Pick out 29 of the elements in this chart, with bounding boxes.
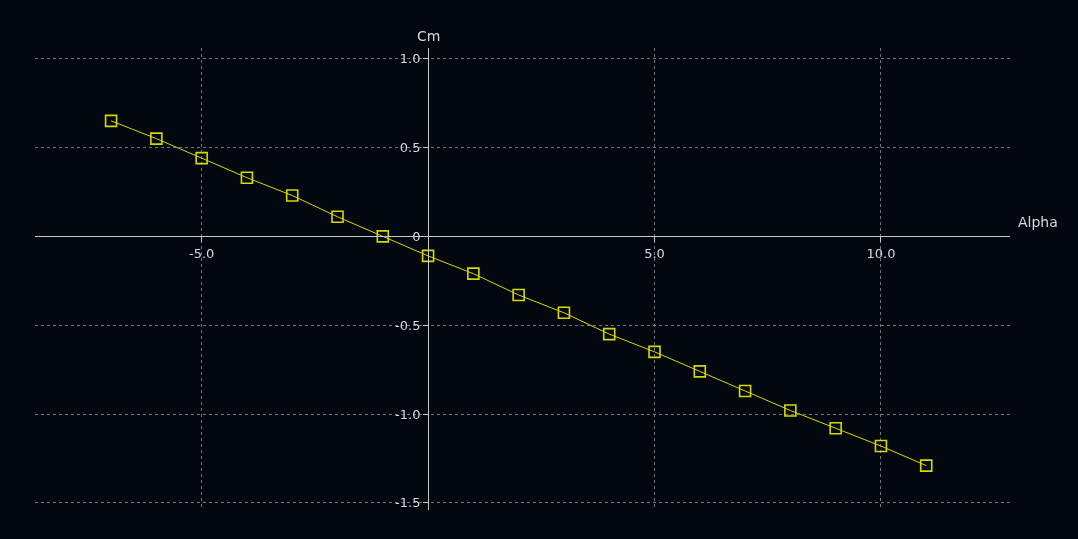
x-axis-title: Alpha — [1018, 214, 1058, 230]
x-tick-label: 5.0 — [644, 245, 665, 261]
y-tick-label: -0.5 — [395, 317, 421, 333]
point — [331, 210, 344, 224]
y-axis-title: Cm — [417, 28, 441, 44]
y-tick-label: -1.0 — [395, 406, 421, 422]
point — [693, 365, 707, 378]
point — [421, 249, 435, 263]
x-tick-label: -5.0 — [188, 245, 215, 261]
point — [557, 306, 571, 320]
y-tick-label: -1.5 — [395, 495, 421, 511]
y-tick-label: 0.5 — [399, 140, 421, 156]
point — [738, 384, 752, 398]
point — [512, 288, 525, 302]
point — [919, 459, 933, 472]
point — [240, 171, 254, 185]
point — [602, 327, 616, 341]
y-tick-label: 1.0 — [399, 51, 421, 67]
point — [195, 151, 208, 165]
point — [874, 439, 888, 453]
x-tick-label: 10.0 — [866, 245, 896, 261]
point — [467, 267, 480, 280]
point — [104, 114, 118, 128]
point — [150, 132, 163, 145]
point — [829, 421, 842, 435]
point — [285, 189, 299, 202]
point — [648, 345, 661, 359]
point — [376, 230, 390, 243]
point — [784, 404, 797, 417]
